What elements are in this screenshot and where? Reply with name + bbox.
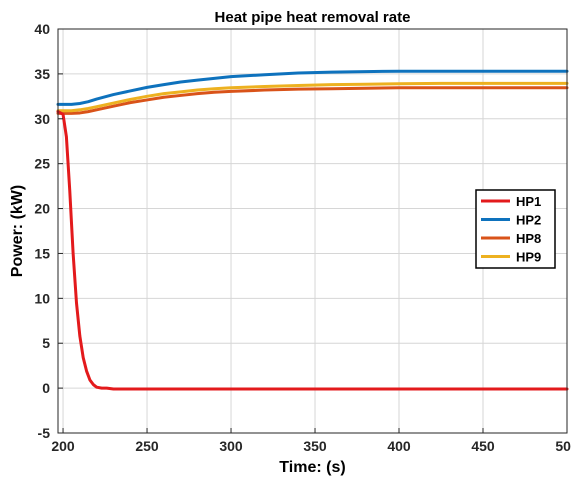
legend-label: HP1	[516, 194, 541, 209]
legend-label: HP9	[516, 250, 541, 265]
x-tick-label: 250	[135, 438, 159, 454]
legend-label: HP8	[516, 231, 541, 246]
y-tick-label: 30	[34, 111, 50, 127]
x-tick-label: 500	[555, 438, 571, 454]
x-tick-label: 450	[471, 438, 495, 454]
x-tick-label: 400	[387, 438, 411, 454]
x-tick-label: 200	[51, 438, 75, 454]
series-line-hp9	[56, 81, 569, 113]
axis-ticks: 200 250 300 350 400 450 500 -5 0 5 10 15 20 25 30 35 40	[34, 21, 571, 454]
y-axis-label: Power: (kW)	[9, 185, 26, 277]
chart-title: Heat pipe heat removal rate	[215, 9, 411, 26]
x-tick-label: 350	[303, 438, 327, 454]
series-line-hp2	[56, 69, 569, 106]
y-tick-label: 10	[34, 290, 50, 306]
y-tick-label: 15	[34, 245, 50, 261]
series-line-hp8	[56, 86, 569, 115]
y-tick-label: 25	[34, 156, 50, 172]
y-tick-label: 40	[34, 21, 50, 37]
plot-frame	[57, 28, 568, 434]
y-tick-label: 35	[34, 66, 50, 82]
y-tick-label: 5	[42, 335, 50, 351]
series-layer	[56, 69, 569, 391]
y-tick-label: 0	[42, 380, 50, 396]
y-tick-label: -5	[38, 425, 51, 441]
legend: HP1 HP2 HP8 HP9	[475, 189, 556, 269]
x-axis-label: Time: (s)	[279, 459, 345, 476]
legend-label: HP2	[516, 213, 541, 228]
x-tick-label: 300	[219, 438, 243, 454]
series-line-hp1	[56, 110, 569, 391]
y-tick-label: 20	[34, 201, 50, 217]
